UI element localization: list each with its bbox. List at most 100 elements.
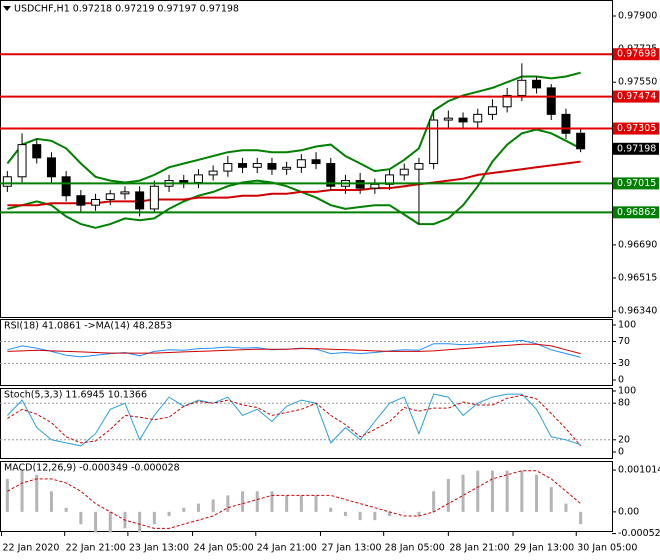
histogram-bar [5, 478, 9, 512]
histogram-bar [402, 511, 406, 513]
level-label-box [613, 177, 659, 190]
histogram-bar [108, 511, 112, 533]
level-label: 0.97305 [617, 123, 656, 134]
price-label-box [613, 142, 659, 155]
histogram-bar [446, 478, 450, 512]
histogram-bar [461, 474, 465, 512]
price-label: 0.97198 [617, 143, 656, 154]
candle-body [91, 198, 101, 206]
candle-body [135, 191, 145, 210]
level-label: 0.97698 [617, 49, 656, 60]
histogram-bar [64, 507, 68, 512]
histogram-bar [79, 511, 83, 525]
y-tick-label: 0 [618, 375, 624, 386]
x-tick-label: 22 Jan 21:00 [66, 543, 126, 554]
histogram-bar [20, 470, 24, 512]
candle-body [502, 94, 512, 108]
candle-body [179, 180, 189, 183]
y-tick-label: 70 [618, 336, 630, 347]
histogram-bar [373, 511, 377, 521]
candle-body [326, 163, 336, 187]
histogram-bar [417, 511, 421, 516]
y-tick-label: 0 [618, 447, 624, 458]
candle-body [429, 119, 439, 165]
candle-body [61, 176, 71, 197]
candle-body [238, 163, 248, 168]
histogram-bar [579, 511, 583, 525]
candle-body [517, 79, 527, 96]
histogram-bar [255, 491, 259, 512]
histogram-bar [564, 503, 568, 512]
x-tick-label: 29 Jan 13:00 [514, 543, 574, 554]
histogram-bar [299, 495, 303, 512]
candle-body [252, 163, 262, 168]
collapse-icon [3, 6, 11, 11]
y-tick-label: 0.96690 [618, 239, 657, 250]
rsi-panel [0, 319, 613, 386]
line [7, 343, 581, 355]
x-tick-label: 24 Jan 21:00 [257, 543, 317, 554]
candle-body [399, 168, 409, 176]
histogram-bar [285, 495, 289, 512]
histogram-bar [358, 511, 362, 521]
histogram-bar [270, 491, 274, 512]
candle-body [17, 144, 27, 178]
rsi-title: RSI(18) 41.0861 ->MA(14) 48.2853 [4, 321, 172, 332]
macd-title: MACD(12,26,9) -0.000349 -0.000028 [4, 463, 180, 474]
x-tick-label: 22 Jan 2020 [2, 543, 59, 554]
y-tick-label: 100 [618, 386, 636, 397]
histogram-bar [549, 487, 553, 512]
candle-body [487, 106, 497, 115]
candle-body [46, 157, 56, 178]
level-label: 0.97474 [617, 91, 656, 102]
stoch-panel [0, 388, 613, 459]
candle-body [193, 174, 203, 183]
candle-body [296, 159, 306, 168]
x-tick-label: 23 Jan 13:00 [129, 543, 189, 554]
histogram-bar [94, 511, 98, 533]
candle-body [149, 185, 159, 210]
candle-body [458, 117, 468, 123]
histogram-bar [211, 499, 215, 512]
x-tick-label: 24 Jan 05:00 [194, 543, 254, 554]
histogram-bar [520, 470, 524, 512]
level-label-box [613, 206, 659, 219]
histogram-bar [241, 491, 245, 512]
macd-panel [0, 461, 613, 532]
y-tick-label: -0.000526 [618, 528, 660, 539]
candle-body [532, 79, 542, 89]
histogram-bar [329, 507, 333, 512]
candle-body [282, 166, 292, 170]
y-tick-label: 100 [618, 320, 636, 331]
candle-body [576, 132, 586, 150]
candle-body [76, 195, 86, 206]
level-label-box [613, 122, 659, 135]
candle-body [370, 183, 380, 189]
histogram-bar [196, 503, 200, 512]
candle-body [208, 170, 218, 176]
y-tick-label: 0.97550 [618, 77, 657, 88]
candle-body [561, 113, 571, 134]
stoch-title: Stoch(5,3,3) 11.6945 10.1366 [4, 390, 147, 401]
histogram-bar [314, 495, 318, 512]
main-title: USDCHF,H1 0.97218 0.97219 0.97197 0.9719… [14, 4, 239, 15]
y-tick-label: 0.96340 [618, 306, 657, 317]
histogram-bar [505, 470, 509, 512]
y-tick-label: 0.001014 [618, 465, 660, 476]
level-label-box [613, 48, 659, 61]
histogram-bar [152, 511, 156, 525]
histogram-bar [49, 491, 53, 512]
y-tick-label: 0.00 [618, 506, 639, 517]
candle-body [105, 193, 115, 200]
histogram-bar [138, 511, 142, 533]
candle-body [443, 117, 453, 121]
candle-body [32, 144, 42, 159]
line [7, 394, 581, 447]
candle-body [473, 113, 483, 123]
histogram-bar [490, 470, 494, 512]
histogram-bar [343, 511, 347, 516]
level-label: 0.96862 [617, 207, 656, 218]
candle-body [267, 163, 277, 170]
line [7, 470, 581, 529]
